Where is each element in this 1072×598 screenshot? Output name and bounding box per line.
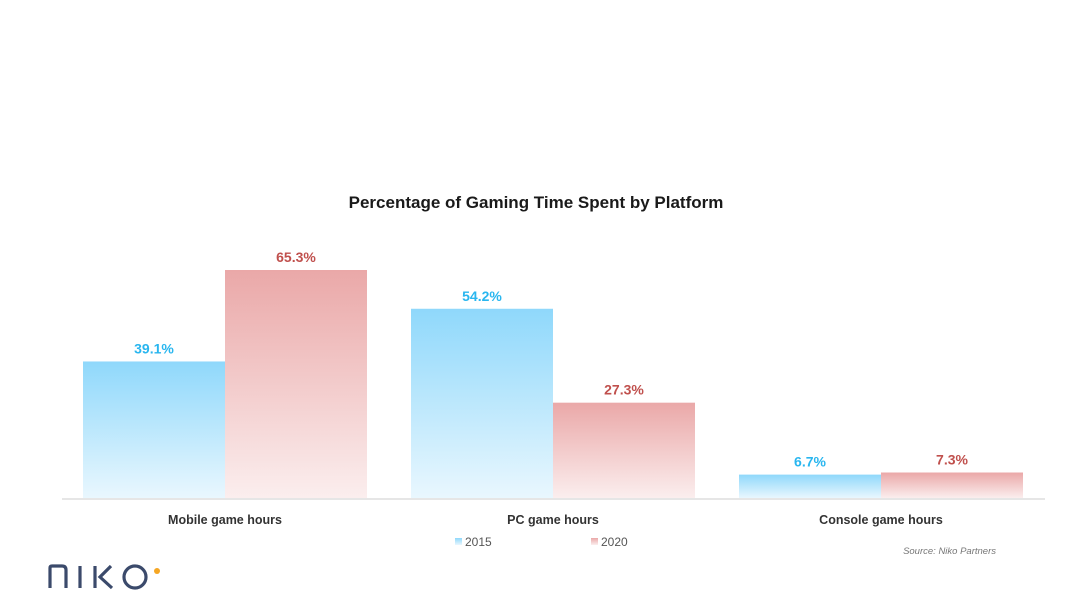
legend-swatch-2020 <box>591 538 598 545</box>
legend-label-2020: 2020 <box>601 535 628 549</box>
logo-letter-o <box>122 564 148 590</box>
logo-letter-n <box>48 564 68 588</box>
logo-accent-dot <box>154 568 160 574</box>
bar-mobile-2020 <box>225 270 367 498</box>
source-note: Source: Niko Partners <box>903 546 996 557</box>
bar-pc-2020 <box>553 402 695 498</box>
chart-title: Percentage of Gaming Time Spent by Platf… <box>349 193 724 212</box>
legend-swatch-2015 <box>455 538 462 545</box>
category-labels-group: Mobile game hours PC game hours Console ga… <box>168 513 943 527</box>
value-label-pc-2015: 54.2% <box>462 288 502 304</box>
bar-console-2020 <box>881 472 1023 498</box>
category-label-console: Console game hours <box>819 513 943 527</box>
category-label-mobile: Mobile game hours <box>168 513 282 527</box>
bars-group <box>83 270 1023 498</box>
value-label-mobile-2015: 39.1% <box>134 340 174 356</box>
legend-label-2015: 2015 <box>465 535 492 549</box>
bar-pc-2015 <box>411 308 553 498</box>
value-label-console-2015: 6.7% <box>794 454 826 470</box>
value-labels-group: 39.1% 65.3% 54.2% 27.3% 6.7% 7.3% <box>134 249 968 470</box>
value-label-console-2020: 7.3% <box>936 452 968 468</box>
bar-console-2015 <box>739 474 881 498</box>
niko-logo <box>48 564 160 590</box>
value-label-pc-2020: 27.3% <box>604 382 644 398</box>
legend: 2015 2020 <box>455 535 628 549</box>
category-label-pc: PC game hours <box>507 513 599 527</box>
value-label-mobile-2020: 65.3% <box>276 249 316 265</box>
logo-letter-k-arm <box>97 564 114 590</box>
bar-mobile-2015 <box>83 361 225 498</box>
